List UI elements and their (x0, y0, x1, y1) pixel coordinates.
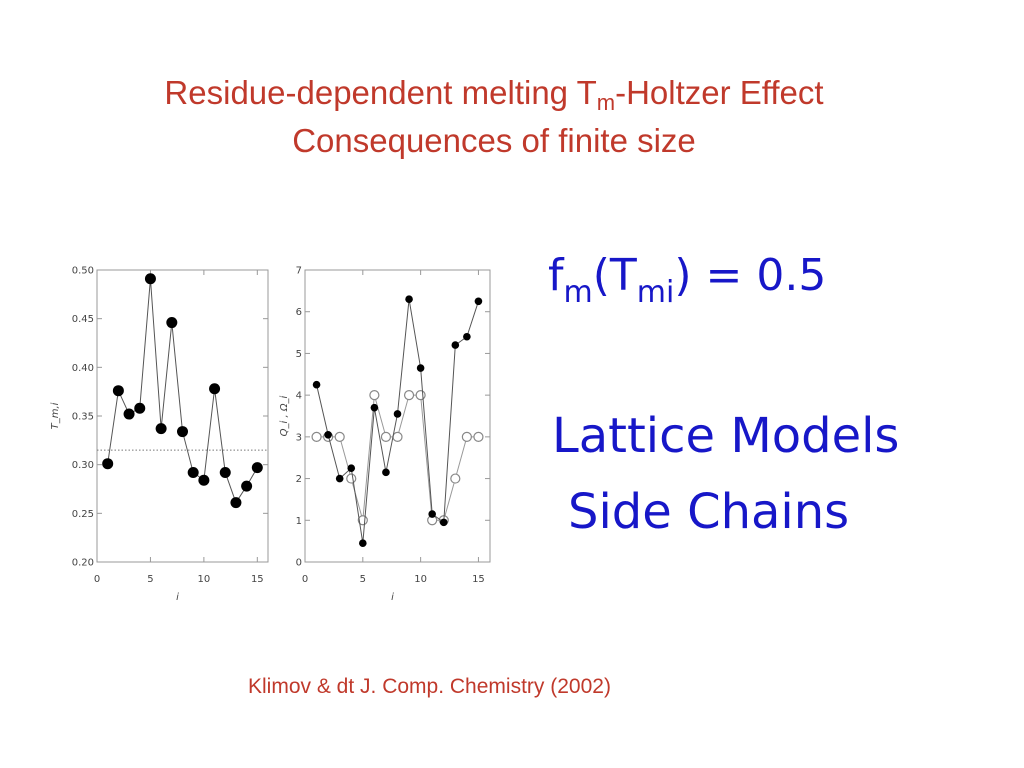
chart2-series-0-point (370, 403, 379, 412)
chart2-series-0-point (474, 297, 483, 306)
eq-f: f (548, 250, 564, 301)
chart2-series-0-point (324, 430, 332, 439)
bullet-lattice-models: Lattice Models (552, 408, 900, 464)
chart1-series-0-point (112, 385, 124, 397)
chart2-series-1-point (415, 390, 426, 401)
chart1-xtick-label: 0 (94, 574, 100, 585)
chart1-series-0-point (209, 383, 221, 395)
chart2-series-1-point (461, 431, 472, 442)
chart1-series-0-point (144, 273, 156, 285)
chart2-series-1-point (311, 431, 322, 442)
chart2-xlabel: i (391, 592, 394, 603)
chart1-ytick-label: 0.40 (72, 363, 94, 374)
chart2-ytick-label: 3 (296, 432, 302, 443)
chart2-ylabel: Q_i , Ω_i (279, 395, 290, 436)
chart1-ytick-label: 0.25 (72, 509, 94, 520)
chart2-xtick-label: 0 (302, 574, 308, 585)
chart1-ytick-label: 0.45 (72, 314, 94, 325)
eq-t-sub: mi (636, 275, 675, 310)
chart1-xtick-label: 5 (147, 574, 153, 585)
chart2-series-0-point (347, 464, 356, 472)
chart2-frame (304, 269, 491, 563)
slide-title-line1: Residue-dependent melting Tm-Holtzer Eff… (0, 76, 994, 114)
chart2-series-0-point (451, 341, 460, 349)
chart2-ytick-label: 7 (296, 266, 302, 277)
chart2-series-0-point (359, 539, 367, 548)
chart2-ytick-label: 5 (296, 349, 302, 360)
chart2-series-1-point (450, 473, 461, 484)
chart1-series-0-point (230, 497, 242, 509)
chart1-frame (96, 269, 269, 563)
chart2-series-0-point (312, 380, 321, 389)
chart2-series-1-point (334, 431, 345, 442)
bullet-side-chains: Side Chains (568, 484, 850, 540)
chart2-ytick-label: 2 (296, 474, 302, 485)
title-suffix: -Holtzer Effect (615, 74, 824, 111)
chart2-ytick-label: 1 (296, 516, 302, 527)
chart1-xlabel: i (176, 592, 179, 603)
chart2-xtick-label: 5 (360, 574, 366, 585)
chart1-xtick-label: 10 (198, 574, 211, 585)
chart2-series-1-point (380, 431, 392, 442)
chart1-series-0-point (198, 474, 210, 486)
chart1-series-0-point (187, 466, 199, 478)
eq-f-sub: m (563, 275, 593, 310)
chart1-series-0-point (102, 458, 114, 470)
chart2-series-0-point (335, 474, 344, 483)
chart2-ytick-label: 4 (296, 391, 302, 402)
chart1-series-0-point (123, 408, 135, 420)
chart2-series-0-point (463, 332, 471, 341)
chart1-series-0-point (219, 466, 231, 478)
equation: fm(Tmi) = 0.5 (548, 250, 826, 310)
chart2-series-1-point (473, 431, 484, 442)
chart2-xtick-label: 15 (472, 574, 485, 585)
eq-mid: (T (592, 250, 637, 301)
chart1-ytick-label: 0.35 (72, 412, 94, 423)
chart2-series-1-point (369, 390, 380, 401)
chart1-ytick-label: 0.20 (72, 558, 94, 569)
chart2-ytick-label: 6 (296, 307, 302, 318)
chart1-series-0-point (134, 402, 146, 414)
chart1-xtick-label: 15 (251, 574, 264, 585)
eq-rest: ) = 0.5 (674, 250, 827, 301)
slide-title-line2: Consequences of finite size (292, 122, 696, 159)
chart1-ytick-label: 0.50 (72, 266, 94, 277)
chart1-ytick-label: 0.30 (72, 460, 94, 471)
chart2-series-1-point (403, 390, 415, 401)
chart1-series-0-point (241, 480, 253, 492)
chart1-series-0-line (107, 278, 258, 504)
citation: Klimov & dt J. Comp. Chemistry (2002) (248, 675, 611, 698)
title-prefix: Residue-dependent melting T (164, 74, 597, 111)
chart2-series-0-point (428, 510, 436, 518)
chart2-xtick-label: 10 (414, 574, 427, 585)
chart2-series-1-point (392, 431, 403, 442)
chart2-series-0-point (382, 468, 390, 477)
chart1-series-0-point (177, 426, 188, 438)
chart2-series-0-point (405, 295, 413, 304)
chart2-series-0-point (416, 364, 425, 372)
chart2-series-0-point (439, 518, 448, 527)
chart2-series-1-point (346, 473, 357, 484)
chart1-series-0-point (155, 423, 167, 435)
chart1-series-0-point (166, 317, 178, 329)
chart1-series-0-point (251, 462, 263, 474)
chart2-series-0-line (316, 299, 479, 544)
chart2-ytick-label: 0 (296, 558, 302, 569)
chart1-ylabel: T_m,i (50, 402, 61, 429)
title-subscript: m (596, 90, 616, 115)
chart2-series-0-point (393, 410, 402, 418)
